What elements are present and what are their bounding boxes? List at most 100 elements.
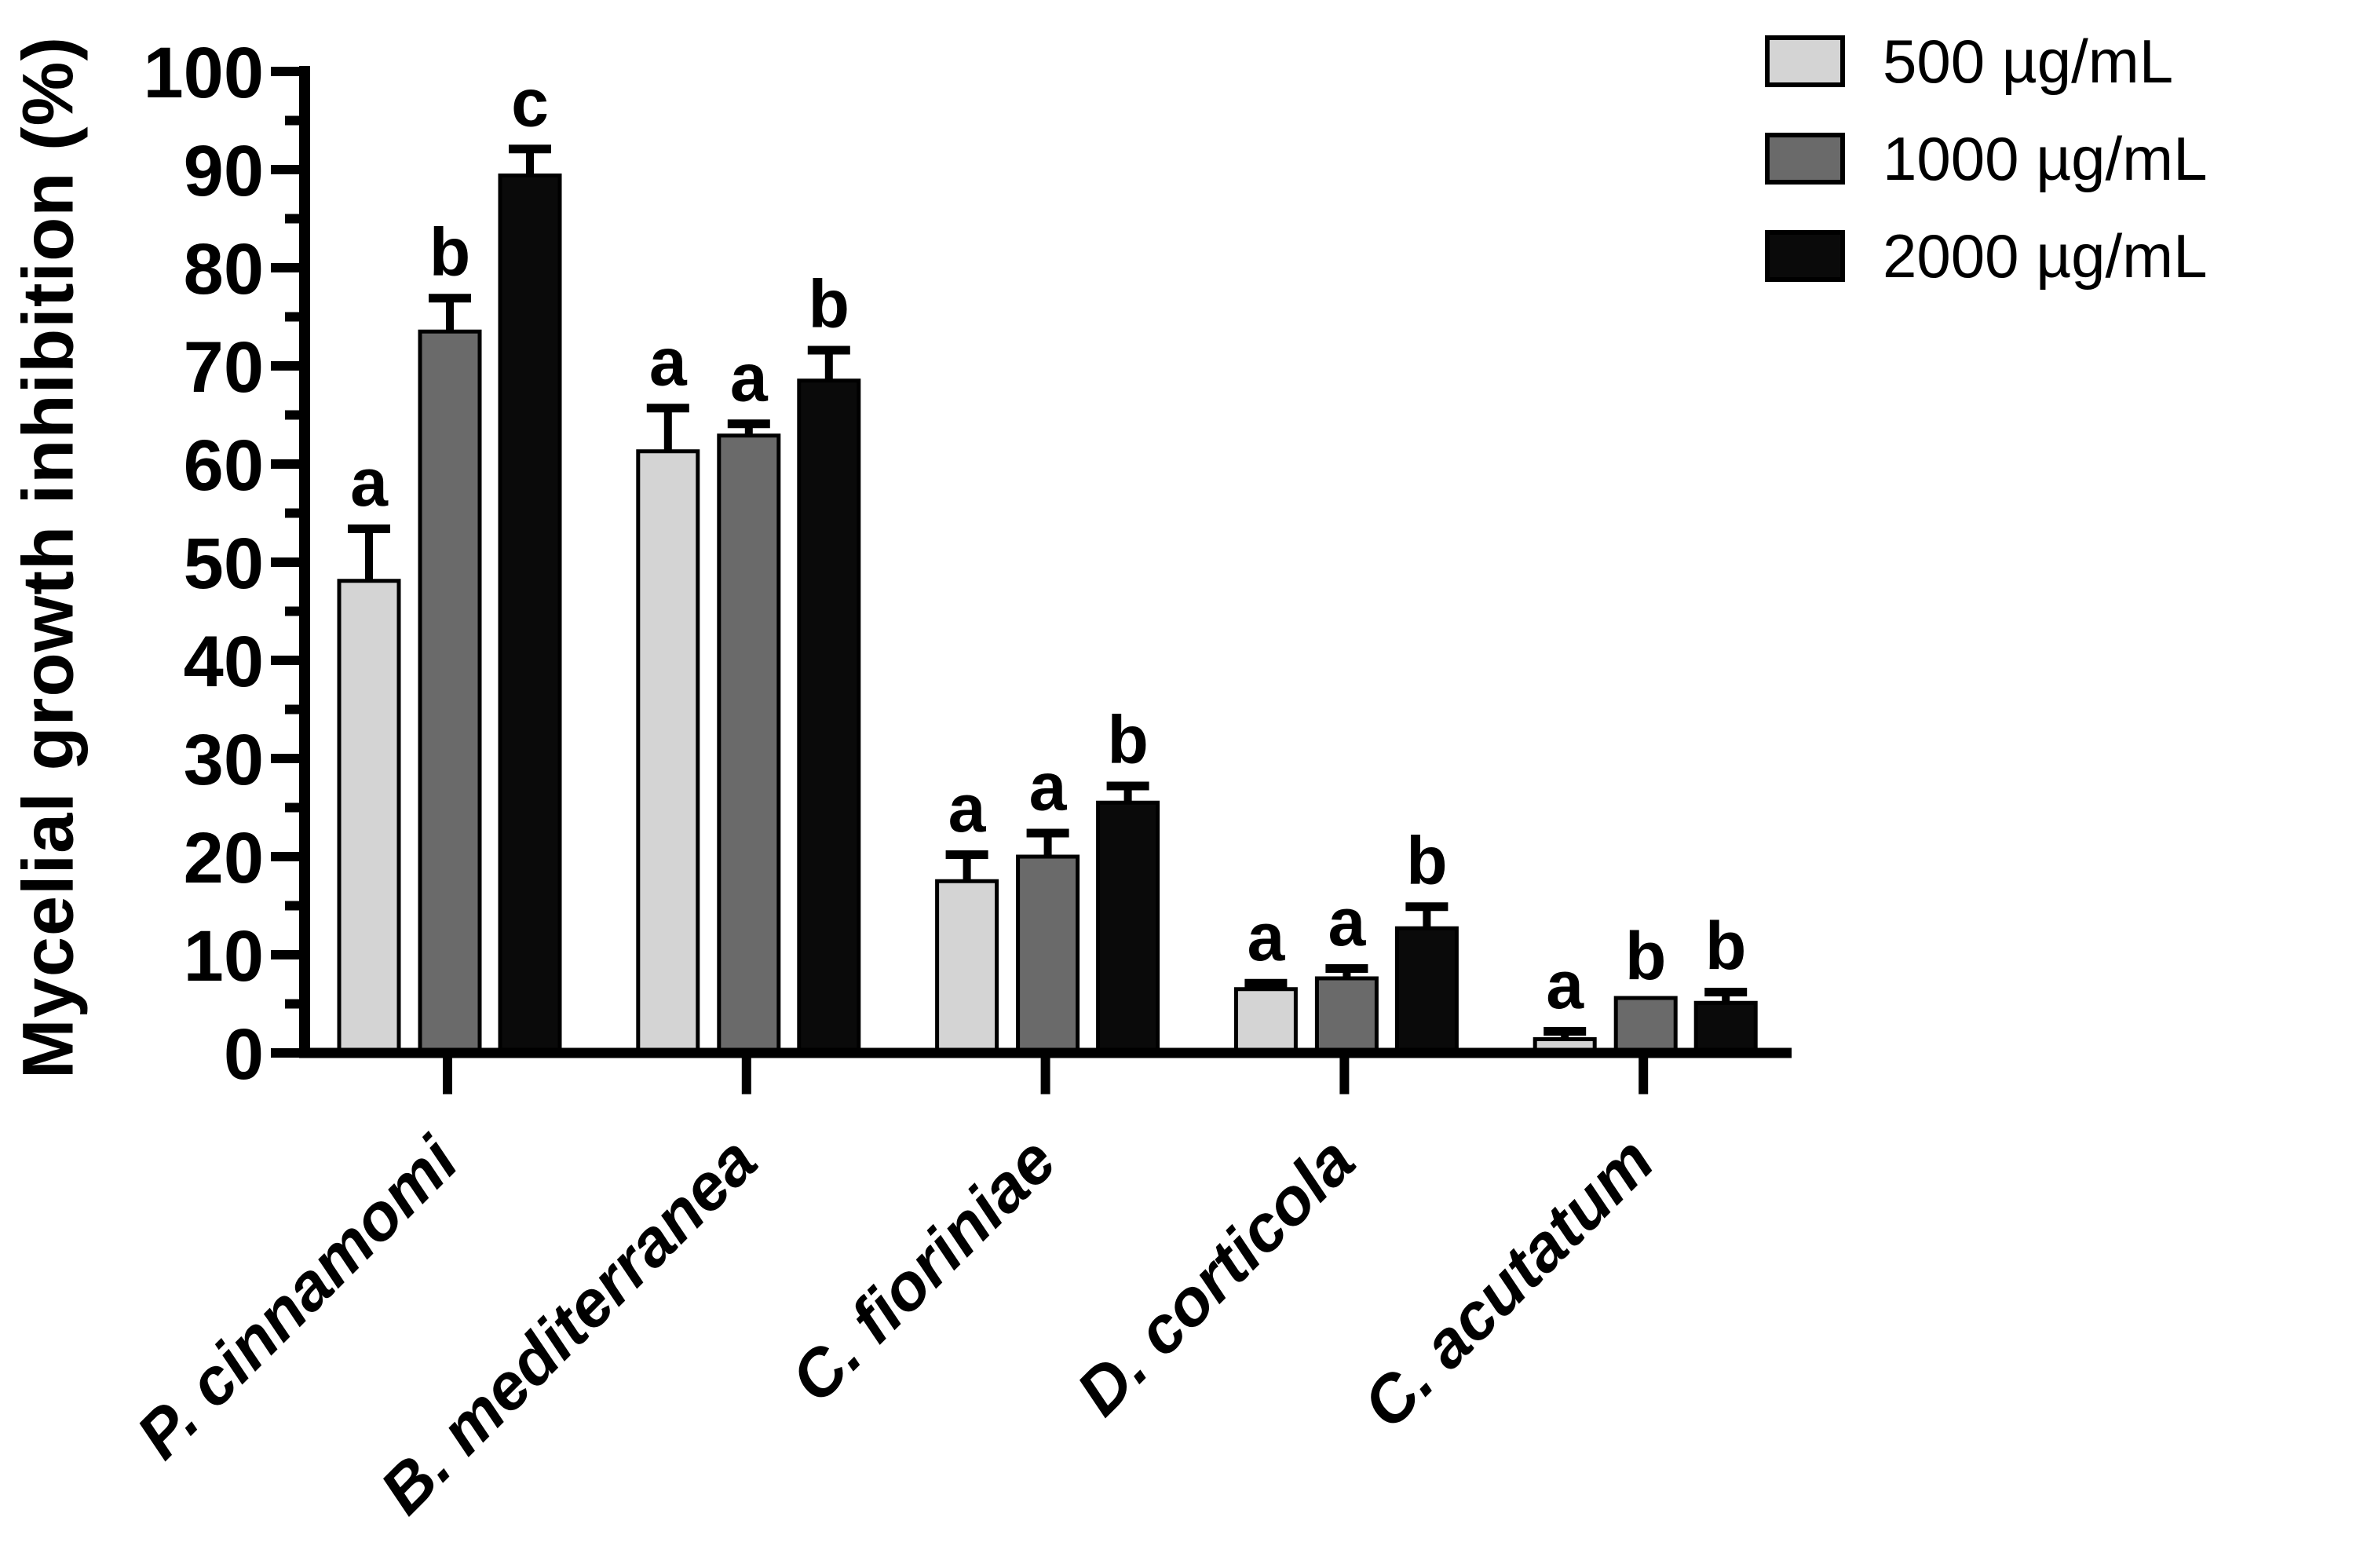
bar	[797, 378, 861, 1055]
error-bar-whisker	[365, 528, 373, 581]
error-bar-whisker	[526, 148, 534, 176]
error-bar-cap	[348, 524, 390, 533]
y-minor-tick	[285, 312, 299, 322]
x-category-label: C. fioriniae	[776, 1123, 1069, 1416]
bar	[1016, 854, 1080, 1055]
error-bar-whisker	[824, 350, 833, 381]
significance-letter: b	[1705, 908, 1747, 984]
y-major-tick	[271, 656, 299, 665]
error-bar-cap	[1325, 964, 1368, 973]
y-tick-label: 30	[184, 720, 264, 800]
y-minor-tick	[285, 704, 299, 715]
bar	[498, 174, 562, 1055]
y-axis-title: Mycelial growth inhibition (%)	[8, 35, 89, 1080]
significance-letter: a	[1247, 900, 1285, 975]
x-tick	[443, 1058, 452, 1095]
y-major-tick	[271, 557, 299, 567]
error-bar-cap	[646, 404, 689, 413]
error-bar-whisker	[663, 408, 672, 451]
error-bar-cap	[429, 294, 471, 303]
y-tick-label: 10	[184, 916, 264, 996]
y-tick-label: 90	[184, 131, 264, 211]
y-minor-tick	[285, 606, 299, 616]
bar	[935, 879, 999, 1055]
y-tick-label: 70	[184, 327, 264, 408]
error-bar-cap	[1106, 781, 1149, 791]
error-bar-cap	[727, 419, 770, 429]
error-bar-cap	[1244, 978, 1288, 988]
legend-label: 1000 µg/mL	[1883, 123, 2208, 193]
significance-letter: b	[809, 267, 850, 342]
error-bar-whisker	[1343, 968, 1351, 978]
y-major-tick	[271, 950, 299, 959]
bar	[1613, 996, 1678, 1055]
error-bar-whisker	[1423, 906, 1431, 929]
legend-row: 500 µg/mL	[1765, 13, 2208, 110]
x-tick	[1339, 1058, 1350, 1095]
error-bar-whisker	[1123, 786, 1132, 803]
y-minor-tick	[285, 508, 299, 518]
y-minor-tick	[285, 802, 299, 813]
x-tick	[741, 1058, 751, 1095]
bar	[717, 433, 781, 1055]
error-bar-cap	[1405, 902, 1449, 912]
x-tick	[1040, 1058, 1050, 1095]
error-bar-cap	[509, 144, 551, 154]
legend-swatch-2000-icon	[1765, 230, 1845, 282]
error-bar-whisker	[963, 854, 971, 882]
x-axis-line	[299, 1047, 1792, 1058]
bar	[1394, 926, 1459, 1055]
bar	[1314, 976, 1379, 1055]
bar	[337, 579, 401, 1055]
y-major-tick	[271, 263, 299, 272]
significance-letter: a	[1029, 750, 1068, 825]
error-bar-cap	[945, 850, 988, 859]
legend: 500 µg/mL 1000 µg/mL 2000 µg/mL	[1765, 13, 2208, 305]
y-tick-label: 60	[184, 426, 264, 506]
bar	[1233, 987, 1298, 1055]
legend-label: 2000 µg/mL	[1883, 221, 2208, 291]
significance-letter: a	[948, 771, 987, 846]
bar	[1693, 1000, 1758, 1055]
legend-row: 1000 µg/mL	[1765, 110, 2208, 207]
y-major-tick	[271, 165, 299, 174]
y-minor-tick	[285, 410, 299, 420]
legend-row: 2000 µg/mL	[1765, 207, 2208, 305]
y-tick-label: 80	[184, 229, 264, 309]
error-bar-cap	[1704, 988, 1748, 996]
legend-label: 500 µg/mL	[1883, 26, 2174, 96]
error-bar-whisker	[744, 423, 753, 436]
x-category-label: D. corticola	[1062, 1123, 1368, 1429]
y-axis-line	[299, 66, 310, 1058]
legend-swatch-500-icon	[1765, 35, 1845, 87]
significance-letter: a	[730, 340, 769, 415]
x-category-label: P. cinnamomi	[122, 1122, 473, 1472]
y-tick-label: 50	[184, 524, 264, 604]
significance-letter: b	[1625, 919, 1667, 994]
y-tick-label: 20	[184, 818, 264, 898]
error-bar-whisker	[446, 298, 454, 332]
x-tick	[1638, 1058, 1649, 1095]
x-category-label: C. acutatum	[1349, 1123, 1668, 1442]
significance-letter: b	[1406, 823, 1448, 898]
error-bar-whisker	[1043, 833, 1052, 857]
y-tick-label: 100	[144, 33, 265, 113]
significance-letter: a	[1328, 885, 1366, 960]
y-major-tick	[271, 1048, 299, 1058]
significance-letter: a	[649, 324, 688, 400]
y-minor-tick	[285, 999, 299, 1009]
bar	[1096, 800, 1160, 1055]
y-major-tick	[271, 852, 299, 861]
error-bar-cap	[1026, 828, 1069, 838]
significance-letter: b	[1107, 703, 1149, 778]
error-bar-cap	[1543, 1027, 1587, 1036]
y-major-tick	[271, 754, 299, 763]
bar	[418, 329, 482, 1055]
error-bar-whisker	[1722, 992, 1730, 1003]
y-major-tick	[271, 459, 299, 469]
y-major-tick	[271, 67, 299, 76]
significance-letter: a	[350, 445, 389, 521]
legend-swatch-1000-icon	[1765, 133, 1845, 185]
